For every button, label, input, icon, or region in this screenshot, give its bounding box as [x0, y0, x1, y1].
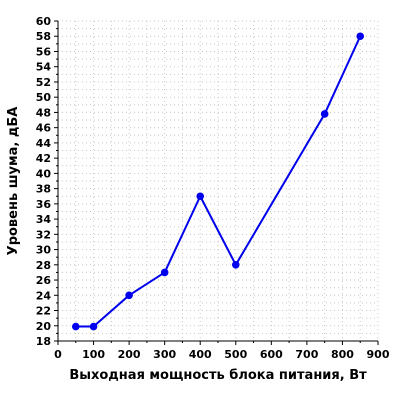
axes	[54, 20, 379, 345]
y-tick-label: 40	[36, 167, 52, 180]
x-axis-title: Выходная мощность блока питания, Вт	[69, 368, 367, 383]
y-tick-label: 24	[36, 289, 52, 302]
y-tick-label: 38	[36, 183, 51, 196]
series	[71, 32, 365, 331]
grid	[57, 20, 379, 342]
x-tick-label: 700	[295, 348, 318, 361]
y-tick-label: 20	[36, 320, 52, 333]
y-tick-label: 52	[36, 76, 51, 89]
y-tick-label: 48	[36, 106, 51, 119]
series-line	[75, 35, 362, 328]
y-tick-label: 18	[36, 335, 51, 348]
x-tick-label: 900	[367, 348, 390, 361]
y-tick-label: 44	[36, 137, 52, 150]
y-tick-label: 54	[36, 61, 52, 74]
data-point	[196, 192, 205, 201]
y-tick-label: 58	[36, 30, 51, 43]
x-tick-label: 100	[82, 348, 105, 361]
y-tick-label: 42	[36, 152, 51, 165]
y-tick-label: 46	[36, 122, 52, 135]
y-tick-label: 30	[36, 244, 52, 257]
x-tick-label: 500	[224, 348, 247, 361]
y-tick-label: 34	[36, 213, 52, 226]
x-tick-label: 300	[153, 348, 176, 361]
y-tick-label: 32	[36, 228, 51, 241]
y-tick-label: 50	[36, 91, 52, 104]
x-tick-label: 800	[331, 348, 354, 361]
x-tick-label: 400	[189, 348, 212, 361]
x-tick-label: 0	[54, 348, 62, 361]
data-point	[160, 268, 169, 277]
data-point	[231, 261, 240, 269]
y-axis-title: Уровень шума, дБА	[6, 107, 21, 256]
y-tick-label: 28	[36, 259, 51, 272]
y-tick-label: 22	[36, 305, 51, 318]
tick-labels: 0 100 200 300 400 500 600 700 800 900 18 20 22 24 26 28…	[36, 15, 390, 361]
data-point	[89, 322, 98, 331]
y-tick-label: 56	[36, 45, 52, 58]
x-tick-label: 200	[118, 348, 141, 361]
data-point	[356, 32, 365, 41]
x-tick-label: 600	[260, 348, 283, 361]
data-point	[71, 322, 80, 331]
y-tick-label: 26	[36, 274, 52, 287]
data-point	[320, 110, 329, 118]
data-point	[125, 291, 133, 300]
y-tick-label: 60	[36, 15, 52, 28]
y-tick-label: 36	[36, 198, 52, 211]
